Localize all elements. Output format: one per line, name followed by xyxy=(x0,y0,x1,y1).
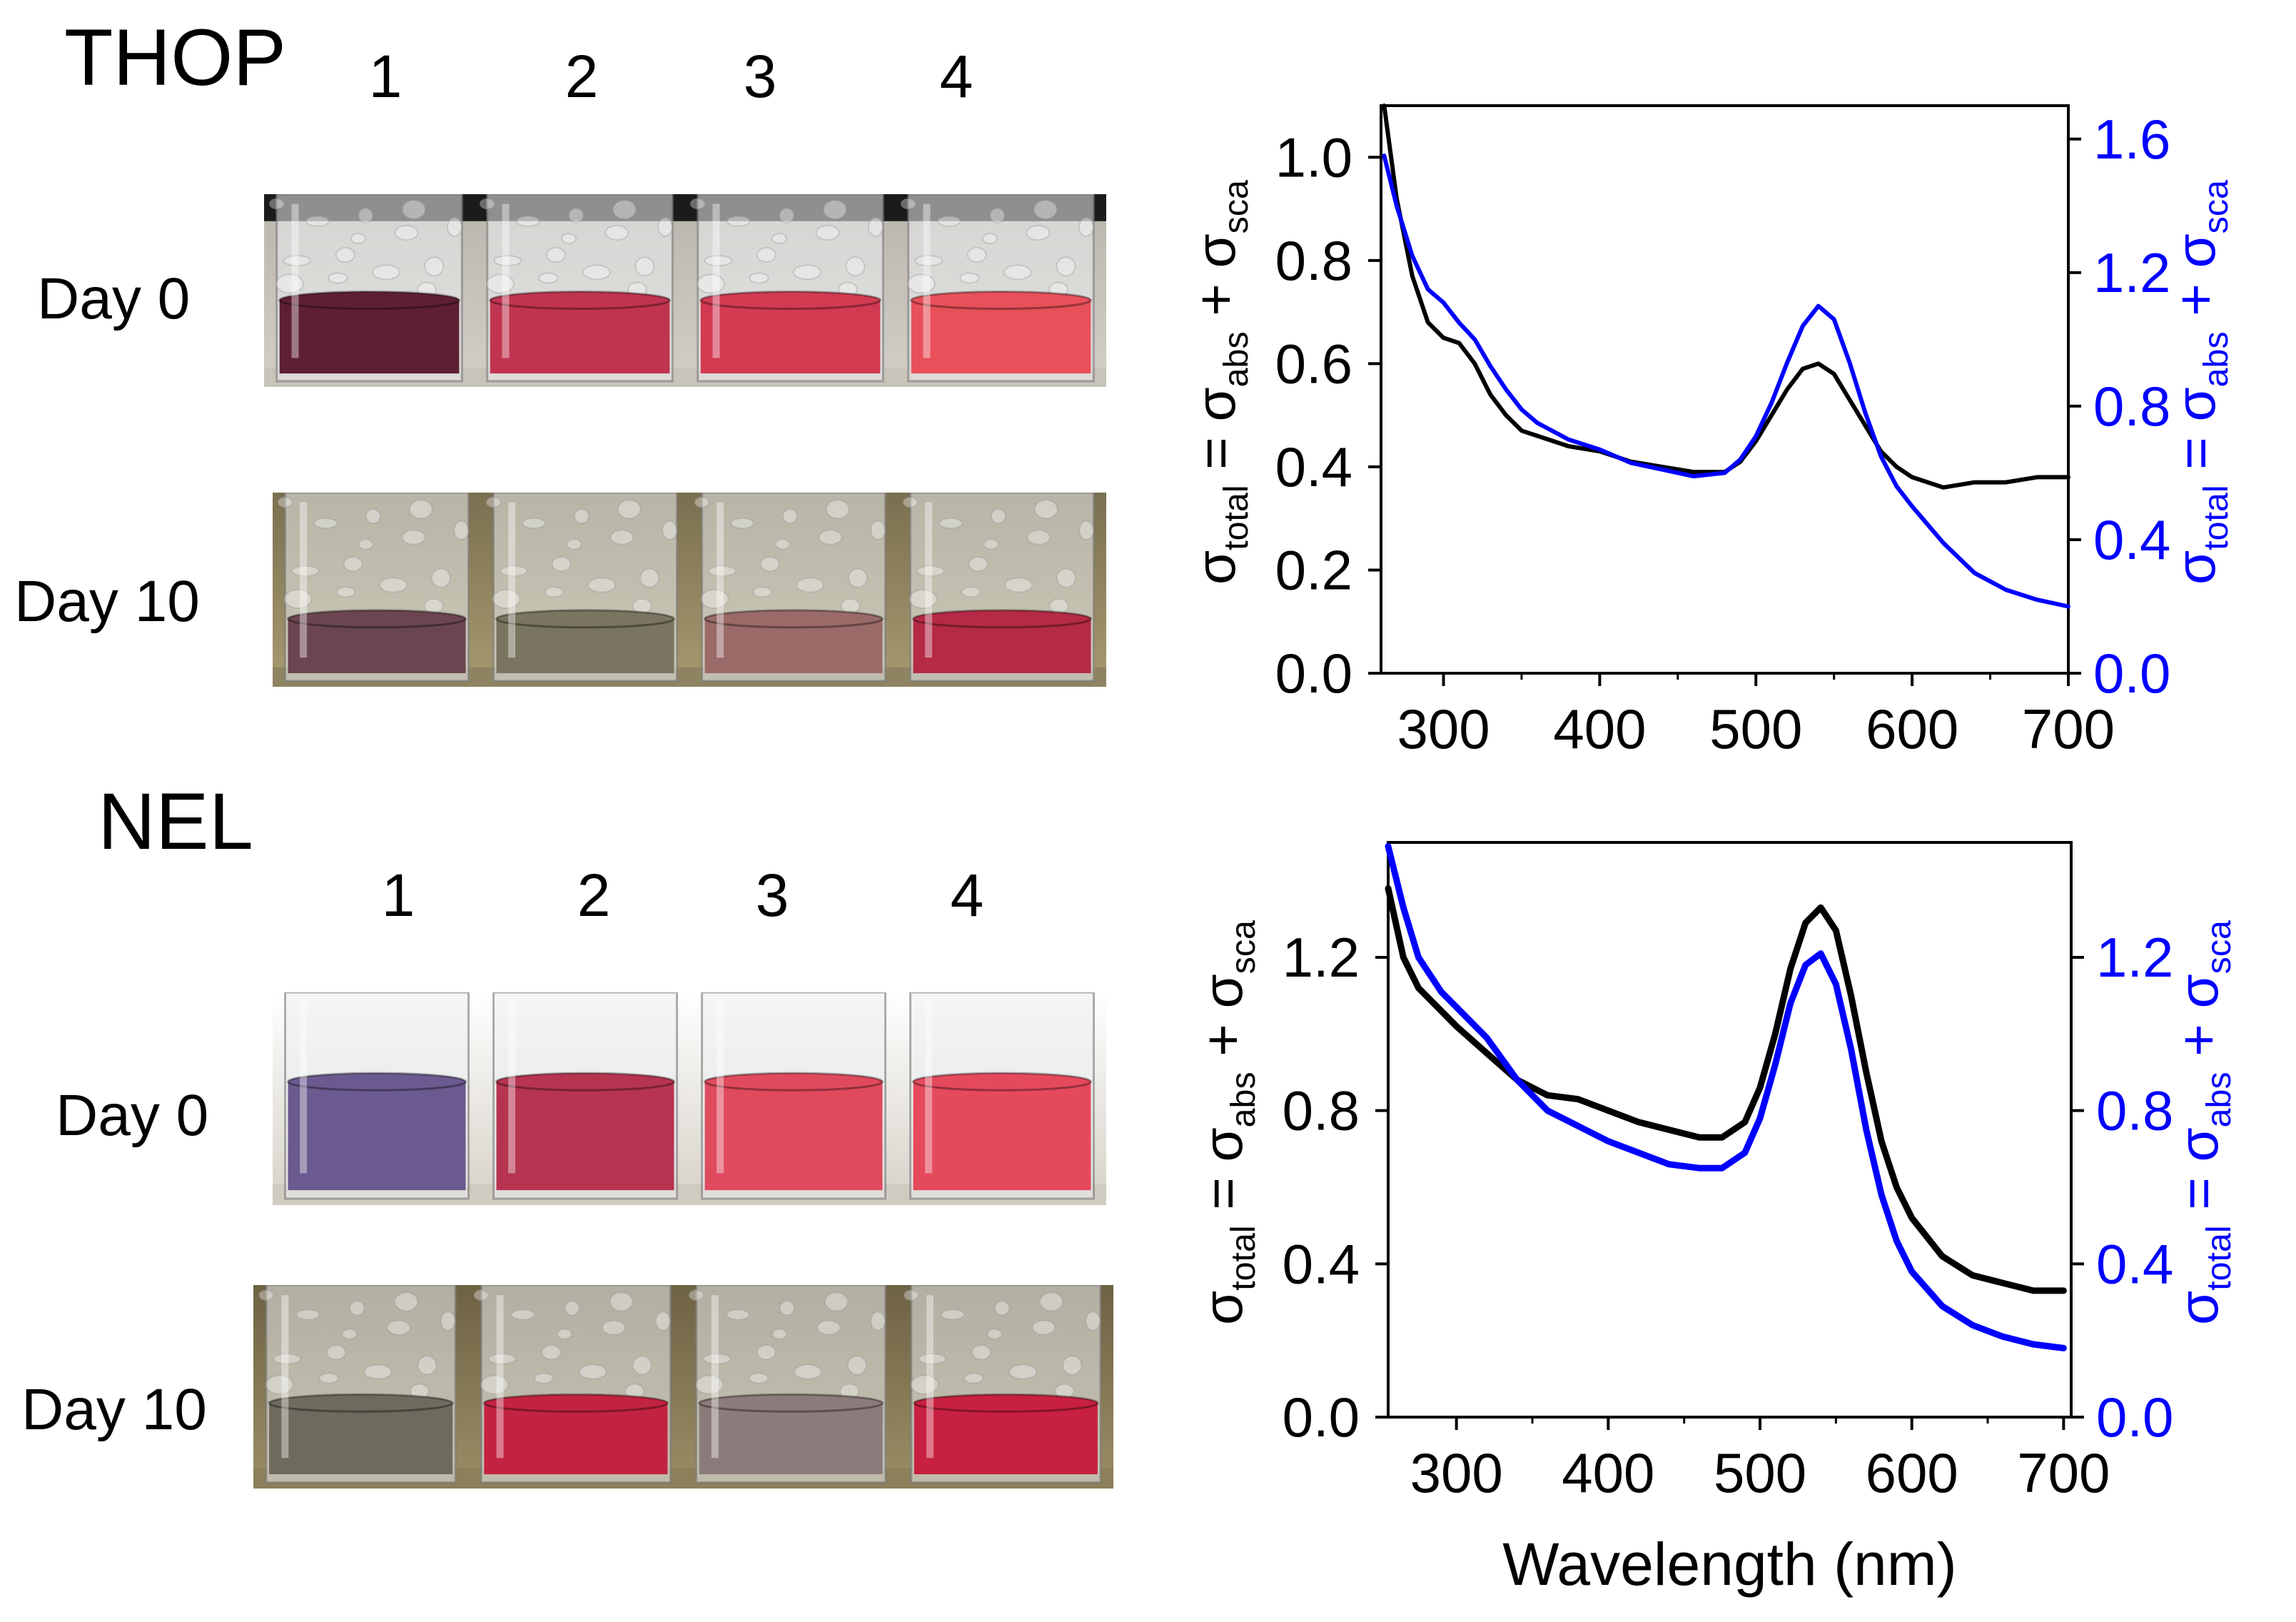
thop-d10-vial-2 xyxy=(485,493,678,682)
x-tick-label: 700 xyxy=(2017,1441,2110,1504)
x-axis-label: Wavelength (nm) xyxy=(1502,1531,1956,1598)
plot-frame xyxy=(1387,841,2073,1419)
right-tick-label: 0.4 xyxy=(2093,508,2170,571)
x-tick-label: 300 xyxy=(1410,1441,1503,1504)
thop-title: THOP xyxy=(64,13,287,102)
right-axis-label: σtotal = σabs + σsca xyxy=(2164,180,2235,585)
plot-frame xyxy=(1380,104,2070,675)
right-tick-label: 0.8 xyxy=(2096,1079,2173,1142)
nel-d10-photo-svg xyxy=(253,1285,1113,1488)
x-tick-label: 500 xyxy=(1714,1441,1806,1504)
left-axis-label: σtotal = σabs + σsca xyxy=(1184,180,1255,585)
nel-d0-photo-svg xyxy=(273,992,1106,1205)
thop-day10-label: Day 10 xyxy=(14,569,200,634)
right-tick-label: 1.2 xyxy=(2096,926,2173,989)
series-line-black xyxy=(1385,885,2067,1294)
right-tick-label: 1.6 xyxy=(2093,108,2170,171)
nel-d10-vial-2 xyxy=(473,1285,672,1484)
nel-day10-label: Day 10 xyxy=(21,1377,207,1442)
nel-d10-vial-4 xyxy=(903,1285,1102,1484)
thop-d0-photo-svg xyxy=(264,194,1106,387)
left-tick-label: 0.2 xyxy=(1275,538,1352,601)
thop-day10-photo xyxy=(273,493,1106,687)
right-tick-label: 0.0 xyxy=(2093,642,2170,705)
right-axis-label: σtotal = σabs + σsca xyxy=(2167,920,2238,1325)
series-line-blue xyxy=(1382,153,2070,609)
right-tick-label: 1.2 xyxy=(2093,241,2170,304)
x-tick-label: 700 xyxy=(2022,697,2115,760)
left-tick-label: 1.2 xyxy=(1283,926,1360,989)
x-tick-label: 300 xyxy=(1397,697,1490,760)
left-tick-label: 0.0 xyxy=(1283,1386,1360,1449)
thop-vial-number-2: 2 xyxy=(565,43,599,110)
left-tick-label: 0.4 xyxy=(1275,435,1352,498)
left-tick-label: 0.0 xyxy=(1275,642,1352,705)
nel-d10-vial-3 xyxy=(688,1285,887,1484)
nel-vial-number-4: 4 xyxy=(950,862,984,929)
nel-vial-number-3: 3 xyxy=(755,862,789,929)
thop-d0-vial-1 xyxy=(268,194,463,383)
thop-day0-label: Day 0 xyxy=(37,266,191,331)
left-tick-label: 0.4 xyxy=(1283,1232,1360,1295)
right-tick-label: 0.4 xyxy=(2096,1232,2173,1295)
thop-vial-number-4: 4 xyxy=(939,43,973,110)
series-line-blue xyxy=(1385,842,2067,1351)
thop-d10-vial-1 xyxy=(277,493,470,682)
left-tick-label: 0.8 xyxy=(1275,229,1352,292)
nel-d0-vial-1 xyxy=(284,992,470,1200)
nel-day0-label: Day 0 xyxy=(56,1083,209,1148)
thop-d0-vial-4 xyxy=(900,194,1095,383)
right-tick-label: 0.8 xyxy=(2093,375,2170,438)
nel-d0-vial-4 xyxy=(909,992,1095,1200)
x-tick-label: 600 xyxy=(1866,1441,1958,1504)
left-tick-label: 1.0 xyxy=(1275,126,1352,188)
thop-vial-number-1: 1 xyxy=(368,43,403,110)
nel-d0-vial-3 xyxy=(701,992,886,1200)
nel-vial-number-1: 1 xyxy=(381,862,415,929)
nel-d0-vial-2 xyxy=(492,992,678,1200)
left-tick-label: 0.8 xyxy=(1283,1079,1360,1142)
left-axis-label: σtotal = σabs + σsca xyxy=(1191,920,1263,1325)
nel-title: NEL xyxy=(98,777,253,866)
thop-d0-vial-3 xyxy=(689,194,884,383)
thop-day0-photo xyxy=(264,194,1106,387)
x-tick-label: 400 xyxy=(1553,697,1646,760)
nel-day10-photo xyxy=(253,1285,1113,1488)
thop-d10-vial-4 xyxy=(902,493,1095,682)
chart-panel-1: 300 400 500 600 7000.00.20.40.60.81.00.00.40… xyxy=(1184,104,2235,760)
thop-d0-vial-2 xyxy=(479,194,674,383)
thop-d10-vial-3 xyxy=(694,493,886,682)
nel-vial-number-2: 2 xyxy=(577,862,611,929)
series-line-black xyxy=(1382,104,2070,490)
right-tick-label: 0.0 xyxy=(2096,1386,2173,1449)
nel-d10-vial-1 xyxy=(258,1285,457,1484)
chart-panel-2: 300 400 500 600 7000.00.40.81.20.00.40.81.2σ… xyxy=(1191,841,2238,1598)
thop-vial-number-3: 3 xyxy=(743,43,777,110)
x-tick-label: 400 xyxy=(1562,1441,1654,1504)
nel-day0-photo xyxy=(273,992,1106,1205)
left-tick-label: 0.6 xyxy=(1275,332,1352,395)
thop-d10-photo-svg xyxy=(273,493,1106,687)
x-tick-label: 500 xyxy=(1709,697,1802,760)
x-tick-label: 600 xyxy=(1866,697,1958,760)
